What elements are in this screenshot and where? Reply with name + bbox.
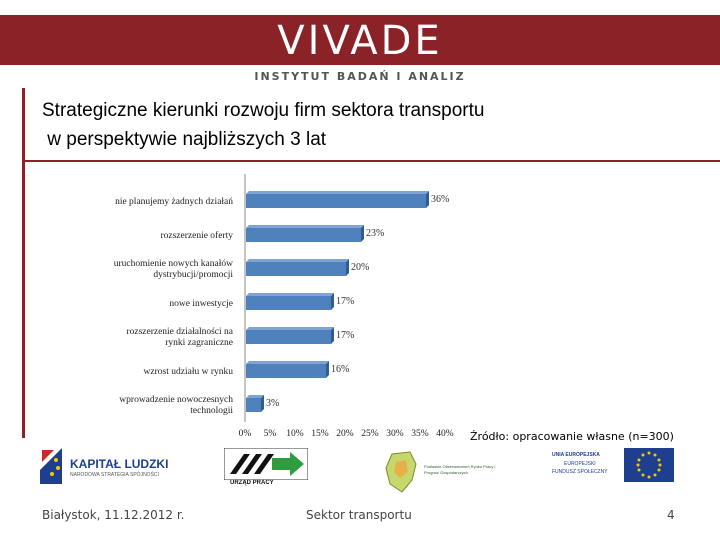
category-label: nowe inwestycje: [169, 299, 233, 309]
urzad-pracy-emblem-icon: [223, 447, 309, 481]
bar: [246, 262, 346, 276]
data-label: 17%: [336, 296, 354, 307]
kapital-ludzki-emblem-icon: [40, 448, 62, 484]
bar-side-face: [261, 395, 264, 412]
x-tick-label: 20%: [336, 429, 354, 439]
urzad-pracy-label: URZĄD PRACY: [230, 480, 274, 486]
ue-title: UNIA EUROPEJSKA: [552, 452, 600, 458]
obserwatorium-logo: Podlaskie Obserwatorium Rynku Pracy i Pr…: [384, 450, 504, 494]
x-tick-label: 30%: [386, 429, 404, 439]
bar-top-face: [246, 293, 334, 296]
category-label: rynki zagraniczne: [165, 338, 233, 348]
data-label: 23%: [366, 228, 384, 239]
data-label: 36%: [431, 194, 449, 205]
x-tick-label: 15%: [311, 429, 329, 439]
category-label: technologii: [190, 406, 233, 416]
left-accent-rule: [22, 88, 25, 438]
bar-side-face: [426, 191, 429, 208]
category-label: rozszerzenie oferty: [160, 230, 233, 241]
data-label: 17%: [336, 330, 354, 341]
urzad-pracy-logo: URZĄD PRACY: [223, 447, 309, 488]
bar-chart: 36% nie planujemy żadnych działań 23% rozsz…: [114, 174, 454, 439]
bar: [246, 364, 326, 378]
bar: [246, 228, 361, 242]
ue-line3: FUNDUSZ SPOŁECZNY: [552, 469, 608, 475]
kapital-ludzki-subtitle: NARODOWA STRATEGIA SPÓJNOŚCI: [70, 472, 159, 478]
vivade-logo: VIVADE: [277, 18, 443, 64]
bar-side-face: [361, 225, 364, 242]
category-label: nie planujemy żadnych działań: [115, 197, 233, 207]
ue-line2: EUROPEJSKI: [564, 461, 596, 467]
category-label: uruchomienie nowych kanałów: [114, 259, 233, 269]
bar: [246, 330, 331, 344]
bar-side-face: [326, 361, 329, 378]
category-label: wzrost udziału w rynku: [144, 367, 234, 377]
data-label: 16%: [331, 364, 349, 375]
kapital-ludzki-logo: KAPITAŁ LUDZKI NARODOWA STRATEGIA SPÓJNO…: [38, 444, 178, 490]
data-label: 20%: [351, 262, 369, 273]
category-label: dystrybucji/promocji: [153, 270, 233, 280]
bar-top-face: [246, 395, 264, 398]
x-tick-label: 40%: [436, 429, 454, 439]
category-label: wprowadzenie nowoczesnych: [119, 395, 233, 405]
x-tick-label: 0%: [239, 429, 252, 439]
podlaskie-map-icon: [385, 451, 417, 493]
bar-side-face: [346, 259, 349, 276]
source-note: Źródło: opracowanie własne (n=300): [470, 430, 674, 443]
footer-date: Białystok, 11.12.2012 r.: [42, 508, 185, 522]
footer-topic: Sektor transportu: [306, 508, 412, 522]
x-tick-label: 35%: [411, 429, 429, 439]
bar: [246, 194, 426, 208]
eu-flag-icon: [624, 448, 674, 482]
obserwatorium-label: Podlaskie Obserwatorium Rynku Pracy i Pr…: [424, 464, 496, 475]
slide-title: Strategiczne kierunki rozwoju firm sekto…: [42, 100, 485, 150]
title-underline-rule: [25, 160, 720, 162]
bar-side-face: [331, 327, 334, 344]
bar: [246, 398, 261, 412]
data-label: 3%: [266, 398, 279, 409]
header-band: [0, 15, 720, 65]
category-label: rozszerzenie działalności na: [126, 327, 233, 337]
x-tick-label: 5%: [264, 429, 277, 439]
x-tick-label: 25%: [361, 429, 379, 439]
page-number: 4: [667, 508, 675, 522]
bar-top-face: [246, 191, 429, 194]
bar: [246, 296, 331, 310]
kapital-ludzki-title: KAPITAŁ LUDZKI: [70, 457, 169, 471]
bar-side-face: [331, 293, 334, 310]
bar-top-face: [246, 259, 349, 262]
bar-top-face: [246, 327, 334, 330]
bar-top-face: [246, 361, 329, 364]
logo-subtitle: INSTYTUT BADAŃ I ANALIZ: [254, 70, 466, 83]
x-tick-label: 10%: [286, 429, 304, 439]
bar-top-face: [246, 225, 364, 228]
unia-europejska-logo: UNIA EUROPEJSKA EUROPEJSKI FUNDUSZ SPOŁE…: [548, 448, 678, 484]
